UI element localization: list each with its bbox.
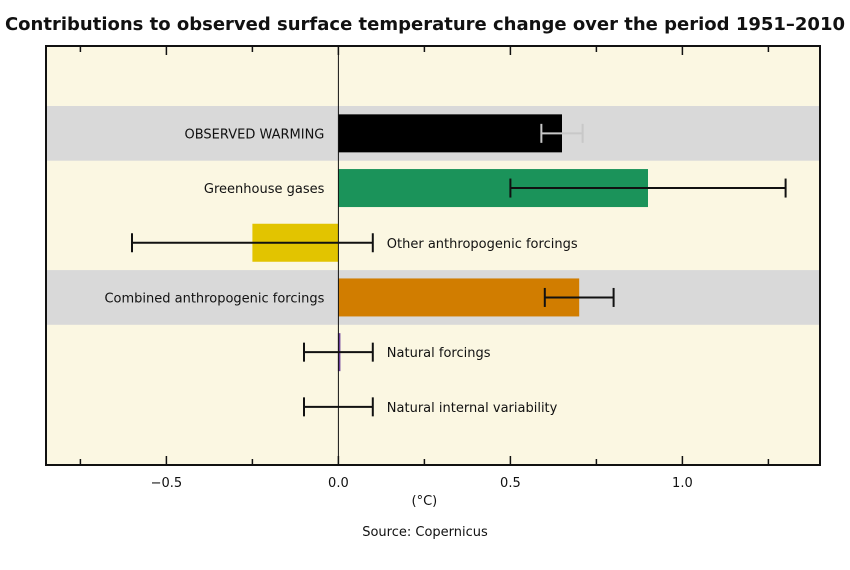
bar-label: Greenhouse gases (204, 182, 325, 197)
tick-label: 0.5 (500, 476, 521, 491)
error-bars (131, 123, 787, 417)
x-axis-label: (°C) (412, 494, 438, 509)
bar-label: Natural internal variability (387, 401, 558, 416)
bar-label: OBSERVED WARMING (185, 127, 325, 142)
bar-labels: OBSERVED WARMING Greenhouse gases Other an… (104, 127, 577, 416)
source-note: Source: Copernicus (362, 525, 488, 540)
plot-frame (45, 45, 821, 466)
bar-label: Natural forcings (387, 346, 491, 361)
chart-title: Contributions to observed surface temper… (4, 14, 846, 35)
bar (338, 278, 580, 317)
bar-label: Combined anthropogenic forcings (104, 291, 324, 306)
tick-label: −0.5 (151, 476, 183, 491)
bar (338, 114, 562, 153)
tick-label: 1.0 (672, 476, 693, 491)
tick-label: 0.0 (328, 476, 349, 491)
bar-label: Other anthropogenic forcings (387, 237, 578, 252)
